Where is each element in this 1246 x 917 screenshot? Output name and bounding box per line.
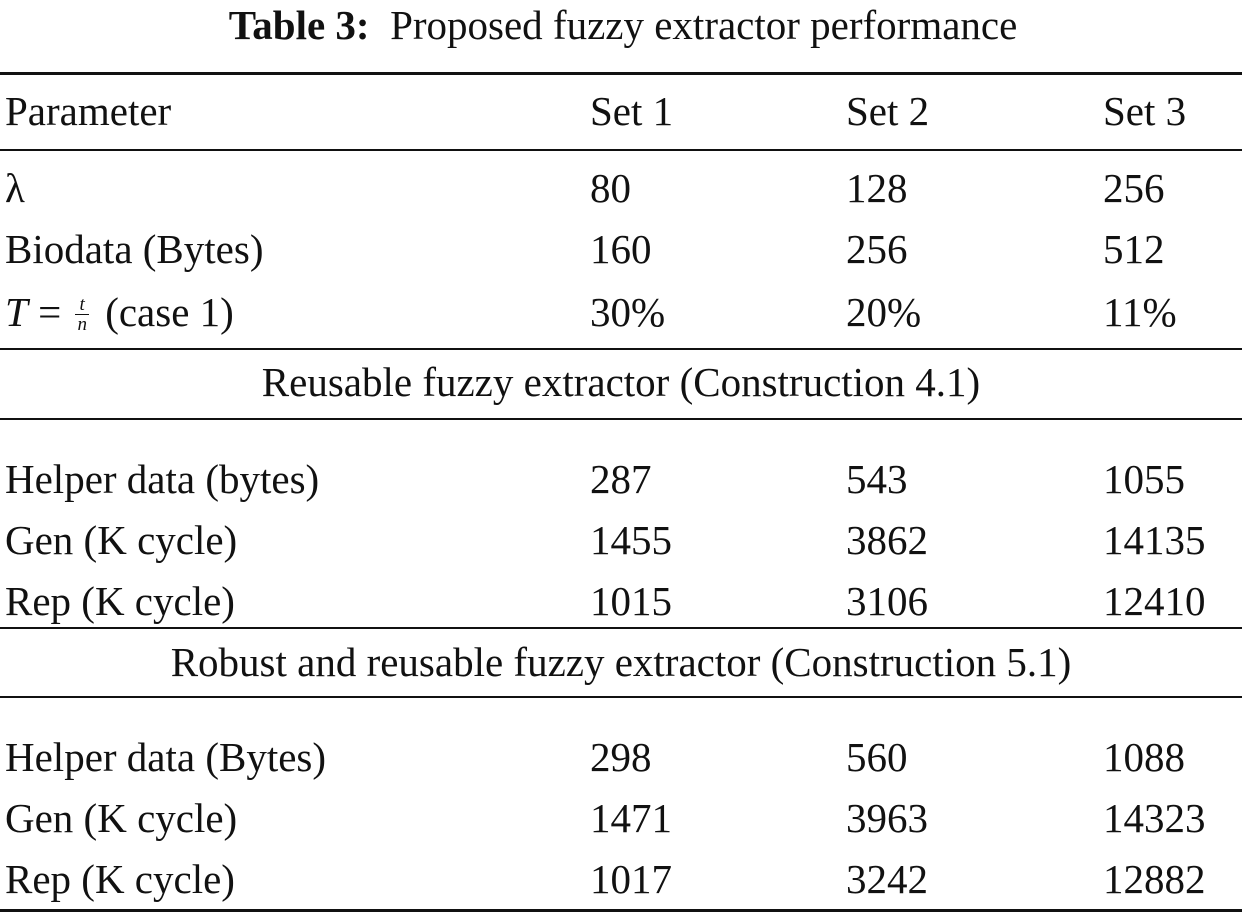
header-rule [0,149,1242,151]
section-rule-bottom-2 [0,696,1242,698]
cell-set-2: 560 [846,734,908,780]
table-header-row: Parameter Set 1 Set 2 Set 3 [0,81,1242,141]
row-label: Helper data (bytes) [5,456,320,502]
table-caption-label: Table 3: [228,2,370,48]
threshold-formula: T = t n (case 1) [5,282,234,342]
cell-set-2: 3963 [846,795,928,841]
table-row-biodata: Biodata (Bytes) 160 256 512 [0,219,1242,279]
formula-fraction: t n [75,295,89,334]
formula-lhs: T [5,289,28,335]
cell-set-2: 3862 [846,517,928,563]
cell-set-3: 512 [1103,226,1165,272]
row-label: Gen (K cycle) [5,795,238,841]
top-rule [0,72,1242,75]
cell-set-1: 80 [590,165,631,211]
cell-set-1: 1017 [590,856,672,902]
cell-set-1: 30% [590,289,666,335]
cell-set-1: 298 [590,734,652,780]
cell-set-3: 256 [1103,165,1165,211]
section-rule-bottom-1 [0,418,1242,420]
table-row: Helper data (bytes) 287 543 1055 [0,449,1242,509]
table-row: Rep (K cycle) 1017 3242 12882 [0,849,1242,909]
cell-set-2: 3106 [846,578,928,624]
formula-equals: = [38,289,62,335]
cell-set-2: 20% [846,289,922,335]
cell-set-3: 11% [1103,289,1177,335]
row-label: Rep (K cycle) [5,578,235,624]
formula-suffix: (case 1) [105,289,234,335]
section-title-robust-reusable: Robust and reusable fuzzy extractor (Con… [170,639,1072,685]
table-row: Gen (K cycle) 1471 3963 14323 [0,788,1242,848]
cell-set-1: 160 [590,226,652,272]
cell-set-2: 543 [846,456,908,502]
section-rule-top-2 [0,627,1242,629]
cell-set-2: 3242 [846,856,928,902]
table-row: Rep (K cycle) 1015 3106 12410 [0,571,1242,631]
fraction-denominator: n [77,314,87,336]
cell-set-1: 1015 [590,578,672,624]
row-label: Rep (K cycle) [5,856,235,902]
cell-set-2: 256 [846,226,908,272]
cell-set-3: 1088 [1103,734,1185,780]
table-row-lambda: λ 80 128 256 [0,158,1242,218]
cell-set-3: 14323 [1103,795,1206,841]
table-row-threshold: T = t n (case 1) 30% 20% 11% [0,282,1242,342]
fraction-numerator: t [75,295,89,316]
section-title-reusable: Reusable fuzzy extractor (Construction 4… [261,359,981,405]
header-set-2: Set 2 [846,88,930,134]
table-caption-text: Proposed fuzzy extractor performance [390,2,1018,48]
cell-set-3: 1055 [1103,456,1185,502]
header-set-1: Set 1 [590,88,674,134]
row-label: λ [5,165,25,211]
cell-set-1: 1471 [590,795,672,841]
table-caption: Table 3: Proposed fuzzy extractor perfor… [0,0,1246,50]
row-label: Gen (K cycle) [5,517,238,563]
table-row: Gen (K cycle) 1455 3862 14135 [0,510,1242,570]
cell-set-1: 1455 [590,517,672,563]
cell-set-3: 12882 [1103,856,1206,902]
header-parameter: Parameter [5,88,172,134]
table-row: Helper data (Bytes) 298 560 1088 [0,727,1242,787]
cell-set-2: 128 [846,165,908,211]
header-set-3: Set 3 [1103,88,1187,134]
section-rule-top-1 [0,348,1242,350]
row-label: Biodata (Bytes) [5,226,264,272]
cell-set-3: 14135 [1103,517,1206,563]
cell-set-3: 12410 [1103,578,1206,624]
row-label: Helper data (Bytes) [5,734,327,780]
cell-set-1: 287 [590,456,652,502]
bottom-rule [0,909,1242,912]
